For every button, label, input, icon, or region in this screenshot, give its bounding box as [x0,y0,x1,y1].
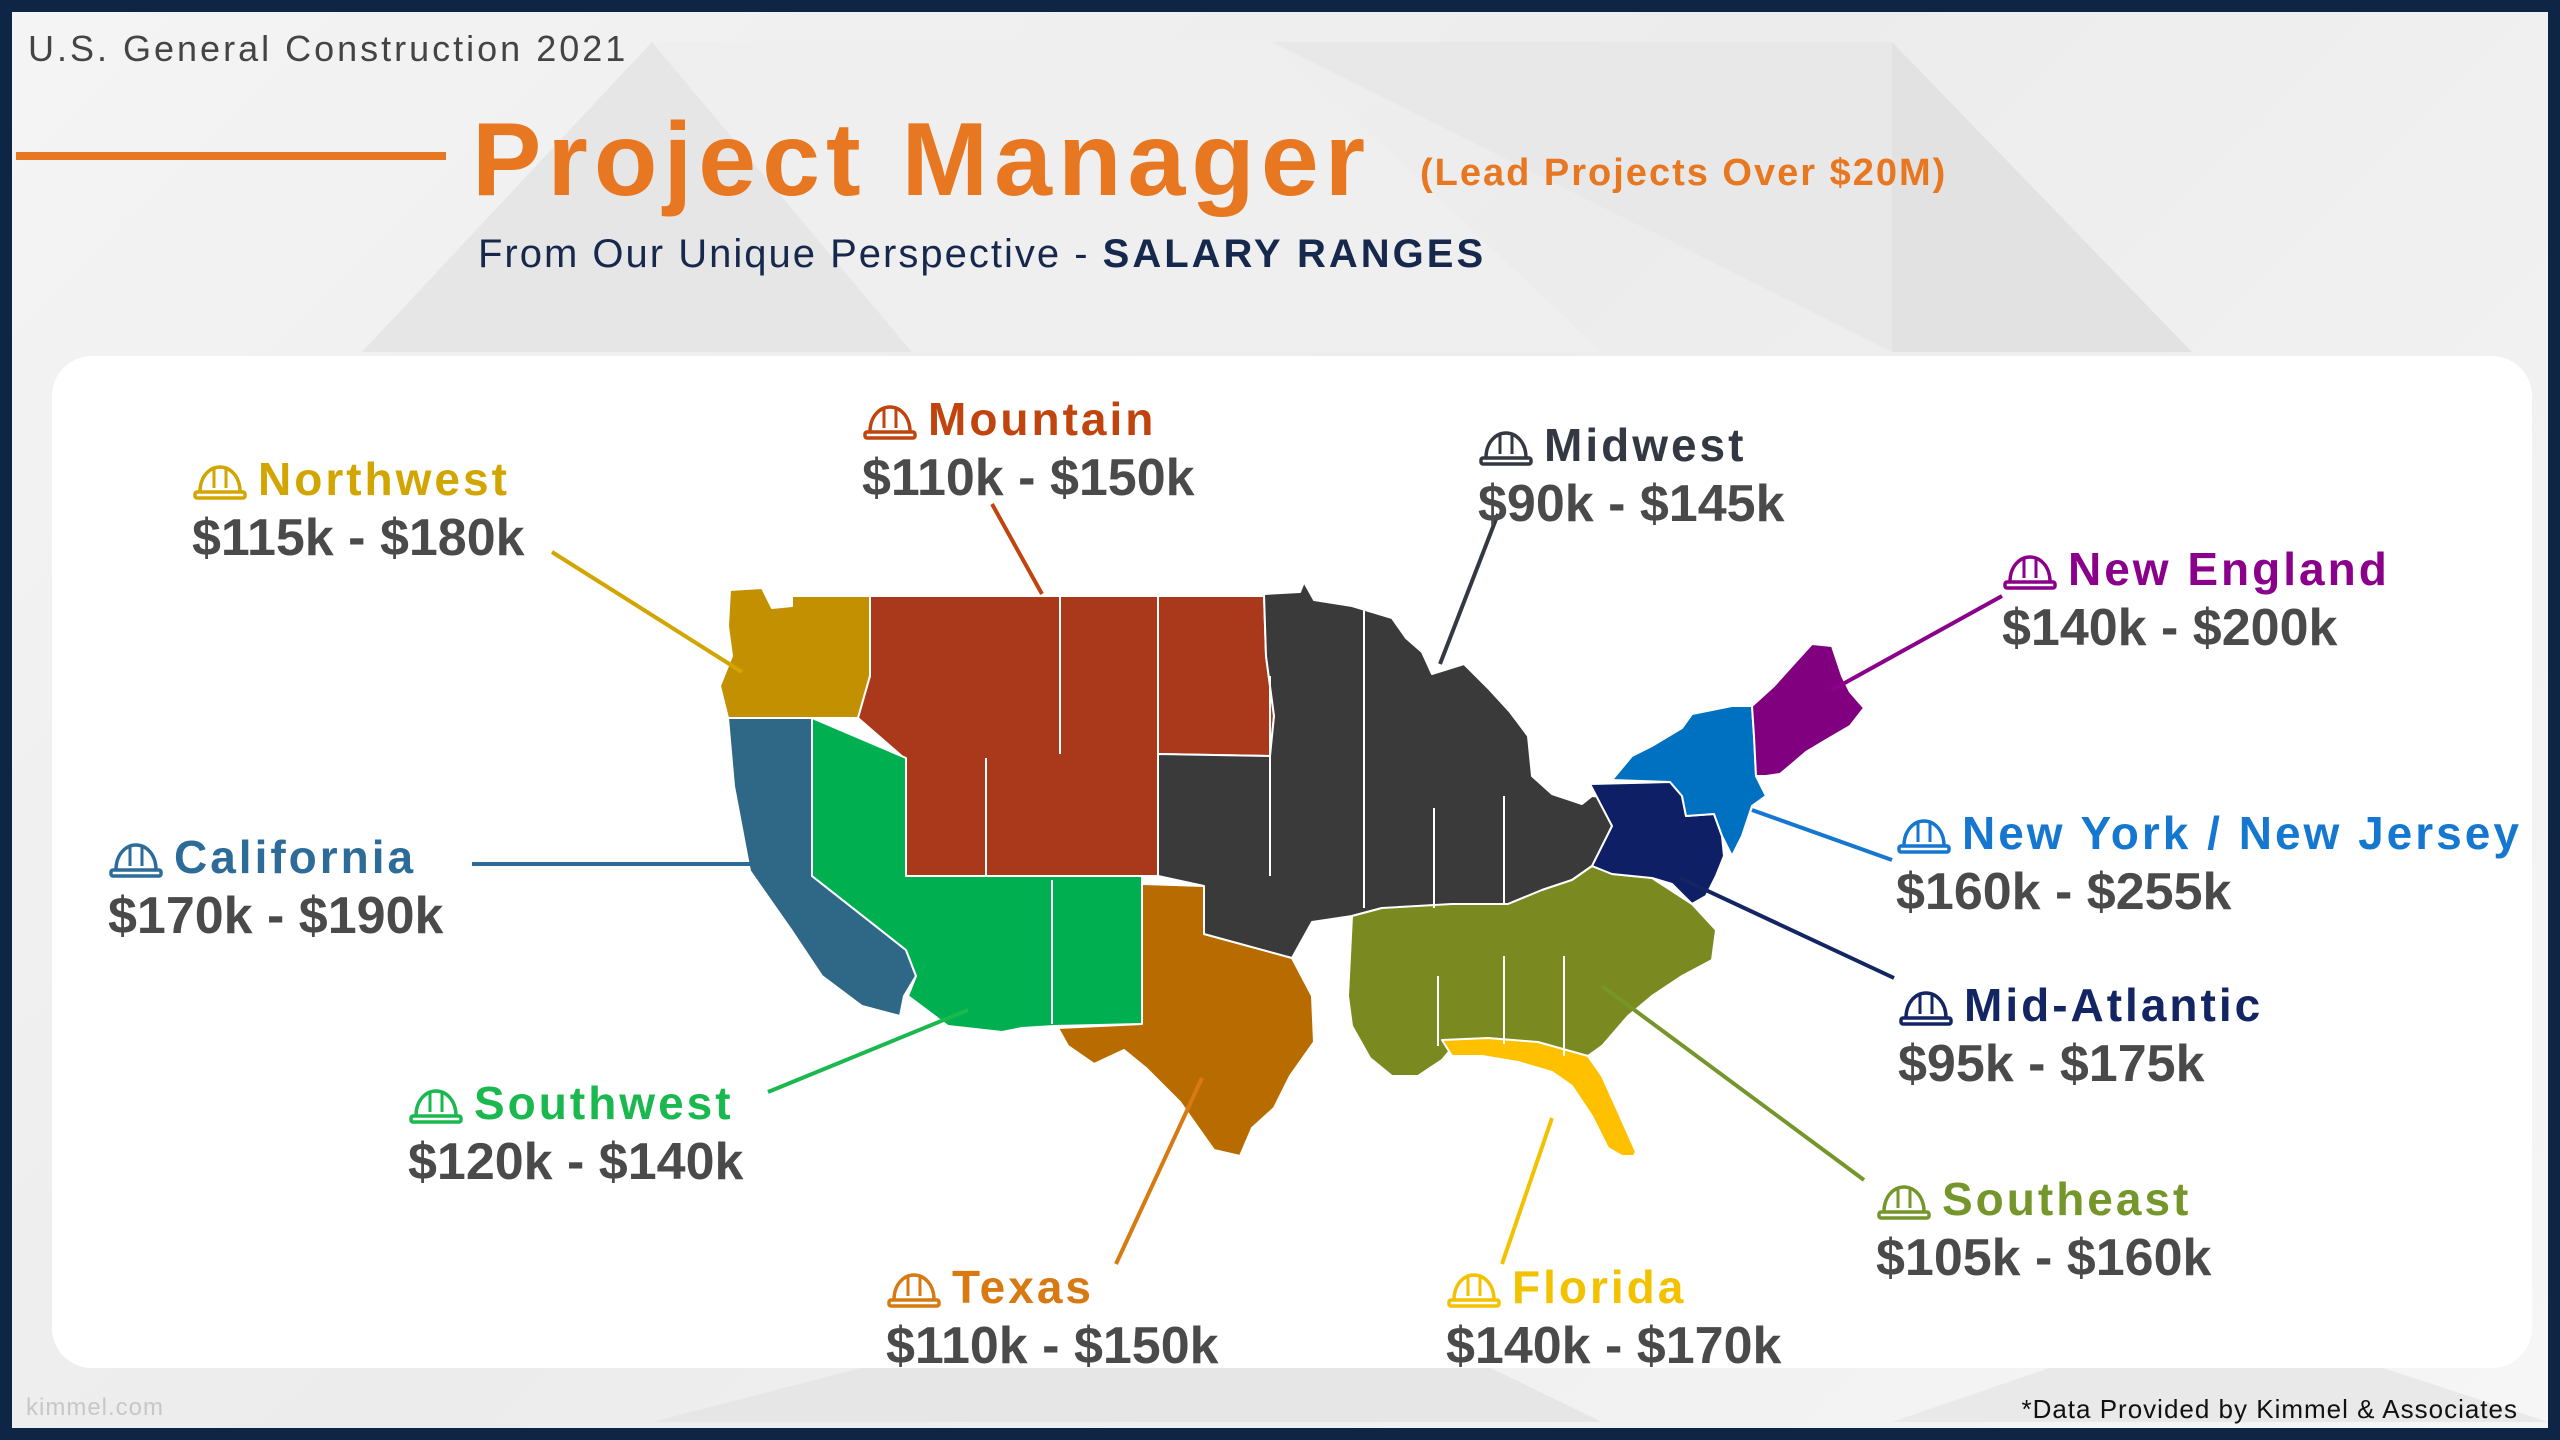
page-title: Project Manager [472,102,1372,218]
hard-hat-icon [886,1267,942,1308]
salary-range: $115k - $180k [192,509,525,567]
region-new-england [1751,643,1865,777]
salary-range: $140k - $200k [2002,599,2338,657]
region-name: Midwest [1478,418,1785,472]
label-new-york-new-jersey: New York / New Jersey $160k - $255k [1896,806,2522,922]
map-card: Northwest $115k - $180k Mountain $110k -… [52,356,2532,1375]
label-texas: Texas $110k - $150k [886,1260,1219,1376]
leader-line-southwest [767,1008,969,1094]
hard-hat-icon [1896,813,1952,854]
label-northwest: Northwest $115k - $180k [192,452,525,568]
tagline: From Our Unique Perspective - SALARY RAN… [478,232,1486,277]
region-southeast [1347,865,1717,1077]
region-name: New York / New Jersey [1896,806,2522,860]
hard-hat-icon [192,459,248,500]
title-rule [16,152,446,160]
label-midwest: Midwest $90k - $145k [1478,418,1785,534]
label-southeast: Southeast $105k - $160k [1876,1172,2211,1288]
leader-line-texas [1114,1077,1204,1265]
tagline-strong: SALARY RANGES [1102,232,1487,276]
region-name: New England [2002,542,2390,596]
region-name: Southwest [408,1076,743,1130]
salary-range: $160k - $255k [1896,863,2232,921]
label-mid-atlantic: Mid-Atlantic $95k - $175k [1898,978,2263,1094]
leader-line-northwest [550,550,744,674]
label-southwest: Southwest $120k - $140k [408,1076,743,1192]
us-region-map [472,503,2003,1265]
hard-hat-icon [862,399,918,440]
region-name: Mid-Atlantic [1898,978,2263,1032]
leader-line-mid-atlantic [1679,876,1895,980]
label-mountain: Mountain $110k - $150k [862,392,1195,508]
hard-hat-icon [108,837,164,878]
salary-range: $170k - $190k [108,887,444,945]
salary-range: $105k - $160k [1876,1229,2212,1287]
leader-line-midwest [1438,513,1500,665]
hard-hat-icon [1876,1179,1932,1220]
leader-line-new-england [1831,594,2003,692]
region-name: California [108,830,443,884]
label-new-england: New England $140k - $200k [2002,542,2390,658]
leader-line-southeast [1600,984,1866,1182]
salary-range: $90k - $145k [1478,475,1785,533]
hard-hat-icon [1898,985,1954,1026]
region-name: Texas [886,1260,1219,1314]
region-florida [1441,1037,1637,1157]
site-name: kimmel.com [26,1394,165,1421]
leader-line-florida [1500,1117,1554,1265]
kicker: U.S. General Construction 2021 [28,28,629,69]
salary-range: $140k - $170k [1446,1317,1782,1375]
region-name: Northwest [192,452,525,506]
salary-range: $95k - $175k [1898,1035,2205,1093]
hard-hat-icon [2002,549,2058,590]
tagline-prefix: From Our Unique Perspective - [478,232,1103,276]
leader-line-mountain [990,503,1044,595]
hard-hat-icon [408,1083,464,1124]
hard-hat-icon [1446,1267,1502,1308]
label-florida: Florida $140k - $170k [1446,1260,1781,1376]
salary-range: $120k - $140k [408,1133,744,1191]
region-name: Southeast [1876,1172,2211,1226]
hard-hat-icon [1478,425,1534,466]
region-southwest [811,717,1143,1033]
leader-line-ny-nj [1751,808,1893,862]
title-note: (Lead Projects Over $20M) [1420,152,1948,194]
region-name: Florida [1446,1260,1781,1314]
infographic-frame: U.S. General Construction 2021 Project M… [12,12,2548,1428]
region-northwest [719,587,875,719]
region-name: Mountain [862,392,1195,446]
region-ny-nj [1611,705,1767,857]
data-source: *Data Provided by Kimmel & Associates [2021,1394,2518,1424]
salary-range: $110k - $150k [862,449,1195,507]
label-california: California $170k - $190k [108,830,443,946]
salary-range: $110k - $150k [886,1317,1219,1375]
